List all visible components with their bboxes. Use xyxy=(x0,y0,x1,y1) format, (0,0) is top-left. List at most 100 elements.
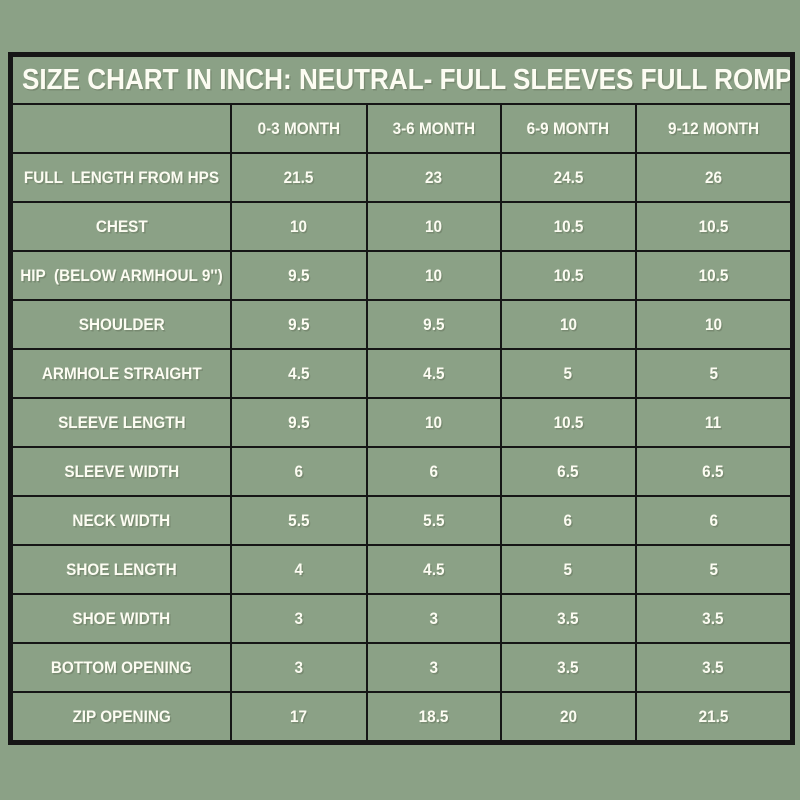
value-cell-text: 3 xyxy=(429,657,438,677)
row-label: SHOE LENGTH xyxy=(13,546,230,593)
value-cell-text: 10 xyxy=(704,314,722,334)
row-label-text: SLEEVE WIDTH xyxy=(64,461,179,481)
value-cell-text: 10.5 xyxy=(553,412,584,432)
value-cell: 11 xyxy=(636,399,790,446)
value-cell-text: 10.5 xyxy=(698,216,729,236)
value-cell-text: 3 xyxy=(429,608,438,628)
row-label-text: ZIP OPENING xyxy=(72,706,171,726)
row-label: HIP (BELOW ARMHOUL 9'') xyxy=(13,252,230,299)
row-label-text: SHOULDER xyxy=(78,314,165,334)
value-cell: 6 xyxy=(231,448,366,495)
row-label-text: ARMHOLE STRAIGHT xyxy=(41,363,202,383)
value-cell: 9.5 xyxy=(231,301,366,348)
value-cell-text: 10 xyxy=(425,216,443,236)
row-label: NECK WIDTH xyxy=(13,497,230,544)
value-cell-text: 10.5 xyxy=(553,216,584,236)
row-label: SHOULDER xyxy=(13,301,230,348)
row-label-text: FULL LENGTH FROM HPS xyxy=(23,167,220,187)
value-cell-text: 11 xyxy=(705,412,722,432)
value-cell: 17 xyxy=(231,693,366,740)
value-cell: 6 xyxy=(367,448,500,495)
column-header: 3-6 MONTH xyxy=(367,105,500,152)
value-cell-text: 10 xyxy=(425,265,443,285)
value-cell-text: 4.5 xyxy=(423,559,445,579)
value-cell: 5.5 xyxy=(231,497,366,544)
value-cell: 9.5 xyxy=(367,301,500,348)
row-label: BOTTOM OPENING xyxy=(13,644,230,691)
value-cell: 5.5 xyxy=(367,497,500,544)
value-cell-text: 6.5 xyxy=(702,461,724,481)
row-label-text: NECK WIDTH xyxy=(72,510,171,530)
row-label: SHOE WIDTH xyxy=(13,595,230,642)
value-cell-text: 5 xyxy=(709,363,718,383)
value-cell-text: 21.5 xyxy=(698,706,729,726)
value-cell: 6 xyxy=(501,497,635,544)
column-header-text: 3-6 MONTH xyxy=(392,118,475,138)
row-label-text: BOTTOM OPENING xyxy=(51,657,192,677)
value-cell: 3.5 xyxy=(501,595,635,642)
column-header-text: 9-12 MONTH xyxy=(667,118,759,138)
value-cell-text: 3.5 xyxy=(702,657,724,677)
value-cell: 3.5 xyxy=(636,595,790,642)
value-cell: 3.5 xyxy=(501,644,635,691)
value-cell-text: 26 xyxy=(704,167,722,187)
value-cell-text: 9.5 xyxy=(288,412,310,432)
value-cell-text: 3 xyxy=(294,608,304,628)
row-label-text: SHOE WIDTH xyxy=(72,608,171,628)
column-header-blank xyxy=(13,105,230,152)
value-cell-text: 6 xyxy=(294,461,304,481)
value-cell-text: 5.5 xyxy=(423,510,445,530)
table-title-text: SIZE CHART IN INCH: NEUTRAL- FULL SLEEVE… xyxy=(22,63,790,96)
value-cell: 3 xyxy=(231,644,366,691)
value-cell: 6 xyxy=(636,497,790,544)
value-cell: 10 xyxy=(231,203,366,250)
value-cell-text: 10 xyxy=(425,412,443,432)
value-cell: 4 xyxy=(231,546,366,593)
value-cell-text: 4.5 xyxy=(288,363,310,383)
value-cell-text: 4 xyxy=(294,559,304,579)
value-cell-text: 6.5 xyxy=(557,461,579,481)
value-cell: 21.5 xyxy=(231,154,366,201)
value-cell: 10.5 xyxy=(501,252,635,299)
value-cell: 5 xyxy=(636,350,790,397)
value-cell: 10.5 xyxy=(501,399,635,446)
value-cell: 10 xyxy=(367,252,500,299)
column-header: 9-12 MONTH xyxy=(636,105,790,152)
value-cell-text: 3.5 xyxy=(557,657,579,677)
column-header: 0-3 MONTH xyxy=(231,105,366,152)
row-label-text: SHOE LENGTH xyxy=(66,559,177,579)
row-label-text: SLEEVE LENGTH xyxy=(57,412,186,432)
value-cell: 4.5 xyxy=(367,546,500,593)
value-cell: 3.5 xyxy=(636,644,790,691)
value-cell: 9.5 xyxy=(231,252,366,299)
value-cell: 4.5 xyxy=(231,350,366,397)
row-label-text: HIP (BELOW ARMHOUL 9'') xyxy=(20,265,223,285)
value-cell-text: 24.5 xyxy=(553,167,584,187)
value-cell-text: 23 xyxy=(425,167,443,187)
value-cell: 10.5 xyxy=(636,252,790,299)
row-label: CHEST xyxy=(13,203,230,250)
value-cell-text: 3 xyxy=(294,657,304,677)
value-cell: 5 xyxy=(501,546,635,593)
value-cell: 10.5 xyxy=(501,203,635,250)
column-header: 6-9 MONTH xyxy=(501,105,635,152)
column-header-text: 0-3 MONTH xyxy=(257,118,341,138)
value-cell: 3 xyxy=(367,644,500,691)
value-cell-text: 21.5 xyxy=(283,167,314,187)
value-cell-text: 6 xyxy=(563,510,573,530)
value-cell-text: 17 xyxy=(290,706,308,726)
value-cell: 10 xyxy=(367,203,500,250)
value-cell: 10 xyxy=(636,301,790,348)
value-cell: 23 xyxy=(367,154,500,201)
value-cell: 3 xyxy=(231,595,366,642)
value-cell: 5 xyxy=(636,546,790,593)
value-cell-text: 9.5 xyxy=(288,314,310,334)
row-label: FULL LENGTH FROM HPS xyxy=(13,154,230,201)
value-cell: 26 xyxy=(636,154,790,201)
value-cell: 18.5 xyxy=(367,693,500,740)
row-label: ARMHOLE STRAIGHT xyxy=(13,350,230,397)
value-cell-text: 10 xyxy=(559,314,577,334)
value-cell-text: 9.5 xyxy=(288,265,310,285)
row-label-text: CHEST xyxy=(95,216,148,236)
value-cell-text: 5.5 xyxy=(288,510,310,530)
